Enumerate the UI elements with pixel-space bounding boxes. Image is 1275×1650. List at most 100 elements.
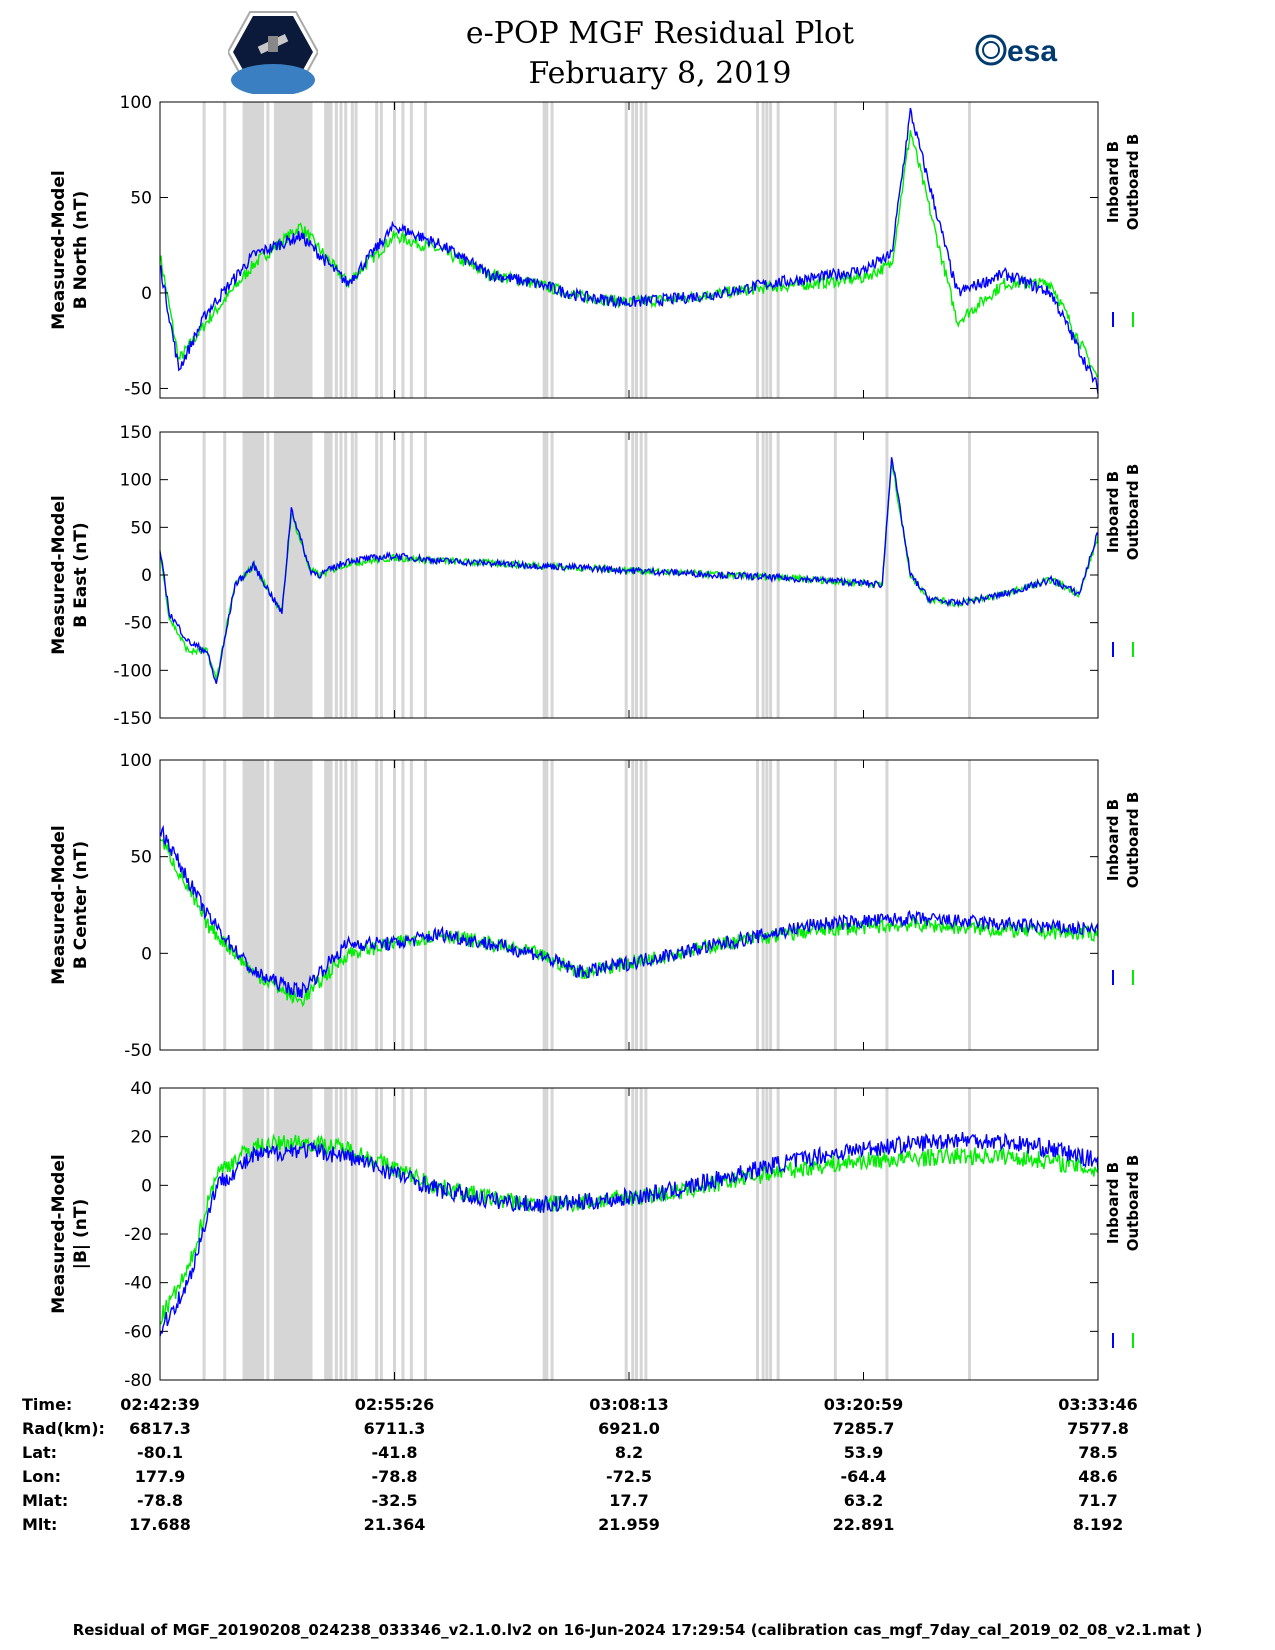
- footer-caption: Residual of MGF_20190208_024238_033346_v…: [72, 1621, 1203, 1639]
- ephemeris-value: 48.6: [1078, 1467, 1118, 1486]
- legend-entry: Outboard B: [1124, 1155, 1142, 1252]
- y-axis-label-line: Measured-Model: [49, 170, 69, 329]
- y-tick-label: -40: [124, 1274, 152, 1294]
- legend-label: Outboard B: [1124, 464, 1142, 561]
- y-axis-label-line: |B| (nT): [71, 1199, 91, 1270]
- gap-band: [542, 1088, 549, 1380]
- ephemeris-value: -41.8: [371, 1443, 418, 1462]
- ephemeris-value: 7577.8: [1067, 1419, 1129, 1438]
- y-tick-label: -50: [124, 379, 152, 399]
- y-tick-label: 40: [130, 1079, 152, 1099]
- esa-logo-text: esa: [1007, 35, 1057, 68]
- y-tick-label: 100: [120, 93, 152, 113]
- y-tick-label: 0: [141, 566, 152, 586]
- ephemeris-value: 8.2: [614, 1443, 644, 1462]
- ephemeris-value: 78.5: [1078, 1443, 1118, 1462]
- ephemeris-value: 17.688: [129, 1515, 191, 1534]
- ephemeris-value: 03:08:13: [589, 1395, 669, 1414]
- inboard-series-line: [159, 824, 1099, 999]
- gap-band: [542, 760, 549, 1050]
- ephemeris-row-label: Lat:: [22, 1443, 58, 1462]
- ephemeris-value: 6817.3: [129, 1419, 191, 1438]
- y-tick-label: -100: [113, 661, 152, 681]
- gap-band: [242, 1088, 265, 1380]
- y-tick-label: -50: [124, 1041, 152, 1061]
- y-tick-label: 100: [120, 471, 152, 491]
- ephemeris-value: 02:42:39: [120, 1395, 200, 1414]
- y-tick-label: -20: [124, 1225, 152, 1245]
- y-axis-label: Measured-Model B North (nT): [49, 170, 91, 329]
- ephemeris-value: -64.4: [840, 1467, 887, 1486]
- ephemeris-value: -32.5: [371, 1491, 418, 1510]
- satellite-mission-patch-icon: [228, 11, 318, 94]
- legend-label: Outboard B: [1124, 792, 1142, 889]
- ephemeris-value: 22.891: [832, 1515, 895, 1534]
- legend-entry: Outboard B: [1124, 134, 1142, 231]
- y-axis-label-line: Measured-Model: [49, 1154, 69, 1313]
- ephemeris-value: 17.7: [609, 1491, 649, 1510]
- legend-label: Inboard B: [1104, 1162, 1122, 1244]
- gap-band: [274, 1088, 312, 1380]
- gap-band: [242, 432, 265, 718]
- inboard-series-line: [159, 1132, 1099, 1337]
- y-tick-label: -50: [124, 614, 152, 634]
- ephemeris-value: 71.7: [1078, 1491, 1118, 1510]
- legend-label: Inboard B: [1104, 799, 1122, 881]
- ephemeris-row-label: Lon:: [22, 1467, 61, 1486]
- gap-band: [324, 102, 333, 398]
- y-tick-label: 0: [141, 284, 152, 304]
- inboard-series-line: [159, 107, 1099, 394]
- ephemeris-value: 02:55:26: [354, 1395, 435, 1414]
- y-tick-label: -150: [113, 709, 152, 729]
- ephemeris-row-label: Mlat:: [22, 1491, 69, 1510]
- y-tick-label: 100: [120, 751, 152, 771]
- ephemeris-value: 63.2: [843, 1491, 884, 1510]
- y-axis-label-line: Measured-Model: [49, 495, 69, 654]
- ephemeris-value: -78.8: [136, 1491, 184, 1510]
- y-tick-label: 50: [130, 188, 152, 208]
- legend-entry: Inboard B: [1104, 141, 1122, 223]
- gap-band: [542, 432, 549, 718]
- legend-entry: Outboard B: [1124, 792, 1142, 889]
- gap-band: [274, 432, 312, 718]
- esa-logo-icon: esa: [975, 34, 1057, 68]
- date-text: February 8, 2019: [528, 56, 792, 91]
- ephemeris-value: 7285.7: [832, 1419, 895, 1438]
- ephemeris-row-label: Mlt:: [22, 1515, 58, 1534]
- y-tick-label: 50: [130, 848, 152, 868]
- ephemeris-row-label: Time:: [22, 1395, 73, 1414]
- gap-band: [274, 760, 312, 1050]
- ephemeris-value: 53.9: [843, 1443, 884, 1462]
- legend-label: Outboard B: [1124, 134, 1142, 231]
- gap-band: [324, 432, 333, 718]
- ephemeris-value: 6711.3: [363, 1419, 426, 1438]
- y-tick-label: -60: [124, 1322, 152, 1342]
- legend-label: Outboard B: [1124, 1155, 1142, 1252]
- y-tick-label: 20: [130, 1128, 152, 1148]
- legend-label: Inboard B: [1104, 471, 1122, 553]
- ephemeris-value: 21.959: [598, 1515, 660, 1534]
- ephemeris-value: 03:33:46: [1058, 1395, 1138, 1414]
- y-axis-label-line: B Center (nT): [71, 841, 91, 969]
- ephemeris-value: 03:20:59: [823, 1395, 904, 1414]
- ephemeris-value: -80.1: [136, 1443, 184, 1462]
- gap-band: [242, 760, 265, 1050]
- y-tick-label: 50: [130, 518, 152, 538]
- ephemeris-value: 8.192: [1072, 1515, 1124, 1534]
- inboard-series-line: [159, 457, 1099, 684]
- gap-band: [274, 102, 312, 398]
- y-axis-label: Measured-Model |B| (nT): [49, 1154, 91, 1313]
- y-axis-label-line: B East (nT): [71, 522, 91, 627]
- y-axis-label-line: B North (nT): [71, 191, 91, 310]
- legend-label: Inboard B: [1104, 141, 1122, 223]
- plot-title: e-POP MGF Residual Plot February 8, 2019: [380, 14, 940, 94]
- legend-entry: Inboard B: [1104, 1162, 1122, 1244]
- legend-entry: Inboard B: [1104, 471, 1122, 553]
- ephemeris-value: 21.364: [363, 1515, 426, 1534]
- ephemeris-value: -72.5: [605, 1467, 653, 1486]
- y-tick-label: -80: [124, 1371, 152, 1391]
- y-axis-label-line: Measured-Model: [49, 825, 69, 984]
- gap-band: [324, 760, 333, 1050]
- ephemeris-value: 177.9: [134, 1467, 186, 1486]
